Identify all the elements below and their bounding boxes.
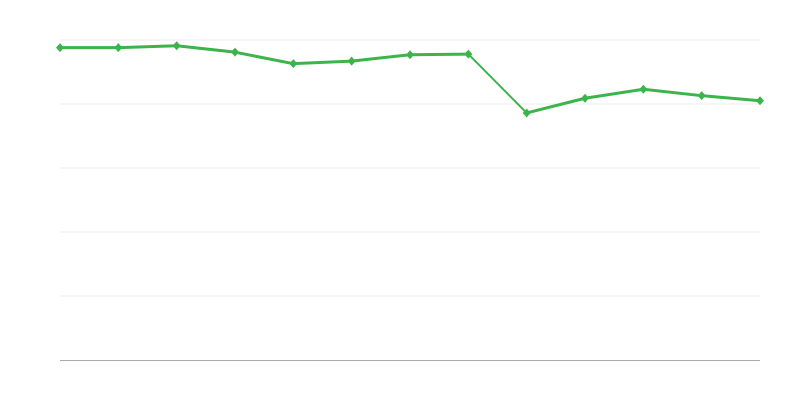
series-line-segment	[175, 44, 237, 54]
data-point	[172, 41, 181, 51]
series-line-segment	[583, 87, 645, 100]
data-point	[347, 56, 356, 66]
data-point	[581, 93, 589, 103]
data-point	[464, 49, 473, 59]
data-point	[406, 50, 414, 60]
series-line-segment	[700, 94, 762, 103]
series-line-segment	[233, 50, 295, 66]
data-point	[639, 84, 648, 94]
series-line-segment	[641, 87, 704, 98]
series-line-segment	[525, 96, 587, 115]
data-point	[56, 43, 64, 53]
data-point	[114, 43, 123, 53]
series-line-segment	[350, 53, 412, 63]
data-point	[522, 108, 531, 118]
series-line-segment	[291, 59, 354, 66]
data-point	[756, 96, 764, 106]
data-point	[231, 47, 239, 57]
series-line-segment	[467, 53, 528, 114]
series-line-segment	[116, 44, 179, 50]
data-point	[697, 91, 706, 101]
data-point	[289, 59, 298, 69]
series-line-segment	[408, 52, 470, 57]
